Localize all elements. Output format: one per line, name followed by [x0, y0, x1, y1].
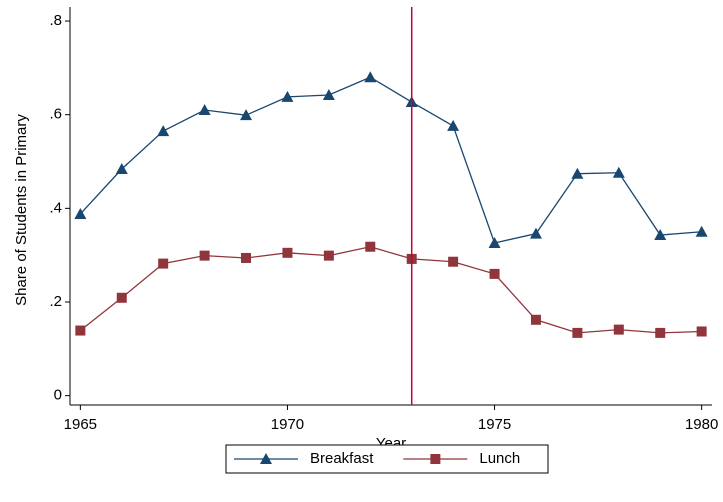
marker — [198, 104, 211, 116]
marker — [654, 229, 667, 241]
marker — [240, 109, 253, 121]
marker — [488, 236, 501, 248]
marker — [571, 167, 584, 179]
marker — [364, 71, 377, 83]
x-tick-label: 1975 — [478, 416, 511, 433]
marker — [612, 166, 625, 178]
x-tick-label: 1980 — [685, 416, 718, 433]
series-line — [79, 76, 702, 244]
y-tick-label: .2 — [49, 293, 62, 310]
series-line — [79, 246, 702, 334]
marker — [323, 250, 334, 261]
marker — [116, 292, 127, 303]
marker — [260, 453, 272, 464]
marker — [158, 258, 169, 269]
marker — [74, 207, 87, 219]
marker — [695, 225, 708, 237]
x-tick-label: 1970 — [271, 416, 304, 433]
legend-label: Breakfast — [310, 450, 374, 467]
marker — [157, 125, 170, 137]
marker — [448, 256, 459, 267]
marker — [613, 324, 624, 335]
marker — [696, 326, 707, 337]
marker — [199, 250, 210, 261]
marker — [75, 325, 86, 336]
marker — [529, 227, 542, 239]
y-tick-label: 0 — [54, 387, 62, 404]
y-tick-label: .4 — [49, 199, 62, 216]
y-axis-label: Share of Students in Primary — [13, 114, 30, 306]
marker — [655, 327, 666, 338]
marker — [430, 454, 441, 464]
y-tick-label: .6 — [49, 106, 62, 123]
y-tick-label: .8 — [49, 12, 62, 29]
marker — [115, 163, 128, 175]
marker — [365, 241, 376, 252]
marker — [281, 90, 294, 102]
marker — [489, 268, 500, 279]
marker — [322, 89, 335, 101]
marker — [530, 314, 541, 325]
marker — [572, 327, 583, 338]
marker — [282, 247, 293, 258]
marker — [447, 119, 460, 131]
marker — [241, 252, 252, 263]
x-tick-label: 1965 — [64, 416, 97, 433]
legend-label: Lunch — [479, 450, 520, 467]
